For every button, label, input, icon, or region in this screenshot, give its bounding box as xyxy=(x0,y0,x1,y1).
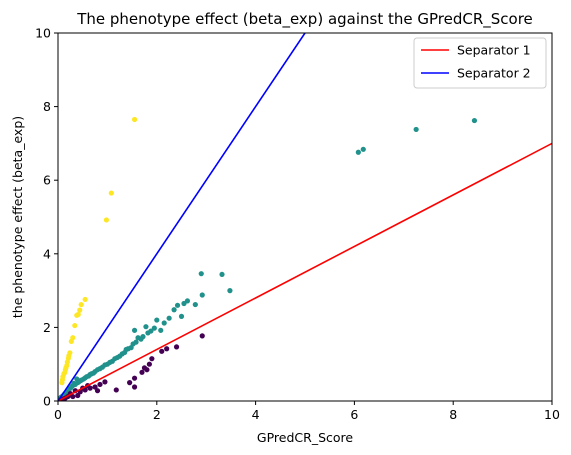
scatter-point xyxy=(198,271,204,277)
y-tick-label: 6 xyxy=(43,173,51,188)
scatter-point xyxy=(135,335,141,341)
scatter-point xyxy=(97,381,103,388)
scatter-point xyxy=(68,338,74,344)
scatter-point xyxy=(145,330,151,336)
scatter-point xyxy=(94,388,101,394)
scatter-point xyxy=(127,380,133,386)
scatter-point xyxy=(161,320,167,326)
y-axis-label: the phenotype effect (beta_exp) xyxy=(10,116,25,318)
scatter-point xyxy=(59,380,65,386)
scatter-point xyxy=(146,361,152,367)
y-tick-label: 4 xyxy=(43,246,51,261)
scatter-point xyxy=(154,317,160,323)
x-tick-label: 6 xyxy=(350,407,358,422)
scatter-point xyxy=(149,356,155,362)
separator-line-1 xyxy=(58,142,552,401)
scatter-point xyxy=(131,116,138,123)
scatter-point xyxy=(199,292,205,298)
scatter-point xyxy=(74,376,80,382)
scatter-point xyxy=(151,325,157,331)
separator-line-2 xyxy=(58,33,306,401)
scatter-point xyxy=(227,288,233,294)
y-axis: 0 2 4 6 8 10 xyxy=(35,26,58,409)
y-tick-label: 0 xyxy=(43,394,51,409)
scatter-point xyxy=(171,307,177,313)
x-tick-label: 10 xyxy=(544,407,560,422)
scatter-point xyxy=(75,392,81,399)
scatter-point xyxy=(92,384,98,390)
legend: Separator 1 Separator 2 xyxy=(413,37,547,89)
scatter-point xyxy=(108,190,114,196)
scatter-point xyxy=(219,271,225,278)
scatter-point xyxy=(78,301,84,308)
y-tick-label: 8 xyxy=(43,99,51,114)
scatter-point xyxy=(355,149,361,155)
chart-title: The phenotype effect (beta_exp) against … xyxy=(76,10,533,29)
x-axis-label: GPredCR_Score xyxy=(257,430,353,445)
scatter-point xyxy=(139,369,145,375)
scatter-point xyxy=(74,312,80,318)
scatter-point xyxy=(113,387,119,393)
plot-area xyxy=(58,33,552,401)
y-tick-label: 2 xyxy=(43,320,51,335)
scatter-point xyxy=(471,117,478,124)
scatter-point xyxy=(144,367,150,373)
x-tick-label: 0 xyxy=(54,407,62,422)
scatter-point xyxy=(192,301,198,308)
scatter-point xyxy=(199,333,205,339)
legend-label-separator-2: Separator 2 xyxy=(457,66,531,81)
scatter-point xyxy=(181,300,187,307)
scatter-point xyxy=(131,375,138,381)
scatter-point xyxy=(173,344,180,350)
scatter-point xyxy=(178,313,185,319)
scatter-point xyxy=(174,302,181,308)
plot-frame xyxy=(57,32,553,402)
x-tick-label: 2 xyxy=(153,407,161,422)
y-tick-label: 10 xyxy=(35,26,51,41)
scatter-point xyxy=(158,327,164,333)
scatter-point xyxy=(131,384,138,390)
scatter-point xyxy=(131,327,138,333)
x-axis: 0 2 4 6 8 10 xyxy=(54,401,560,422)
scatter-point xyxy=(159,348,165,354)
scatter-point xyxy=(77,307,83,313)
x-tick-label: 8 xyxy=(449,407,457,422)
scatter-point xyxy=(82,296,88,303)
scatter-point xyxy=(103,217,110,223)
legend-label-separator-1: Separator 1 xyxy=(457,43,531,58)
scatter-point xyxy=(413,126,419,133)
scatter-point xyxy=(360,146,366,152)
scatter-point xyxy=(166,315,172,321)
scatter-point xyxy=(143,324,149,330)
scatter-point xyxy=(164,346,170,352)
scatter-point xyxy=(72,322,78,329)
x-tick-label: 4 xyxy=(252,407,260,422)
scatter-point xyxy=(102,379,108,385)
